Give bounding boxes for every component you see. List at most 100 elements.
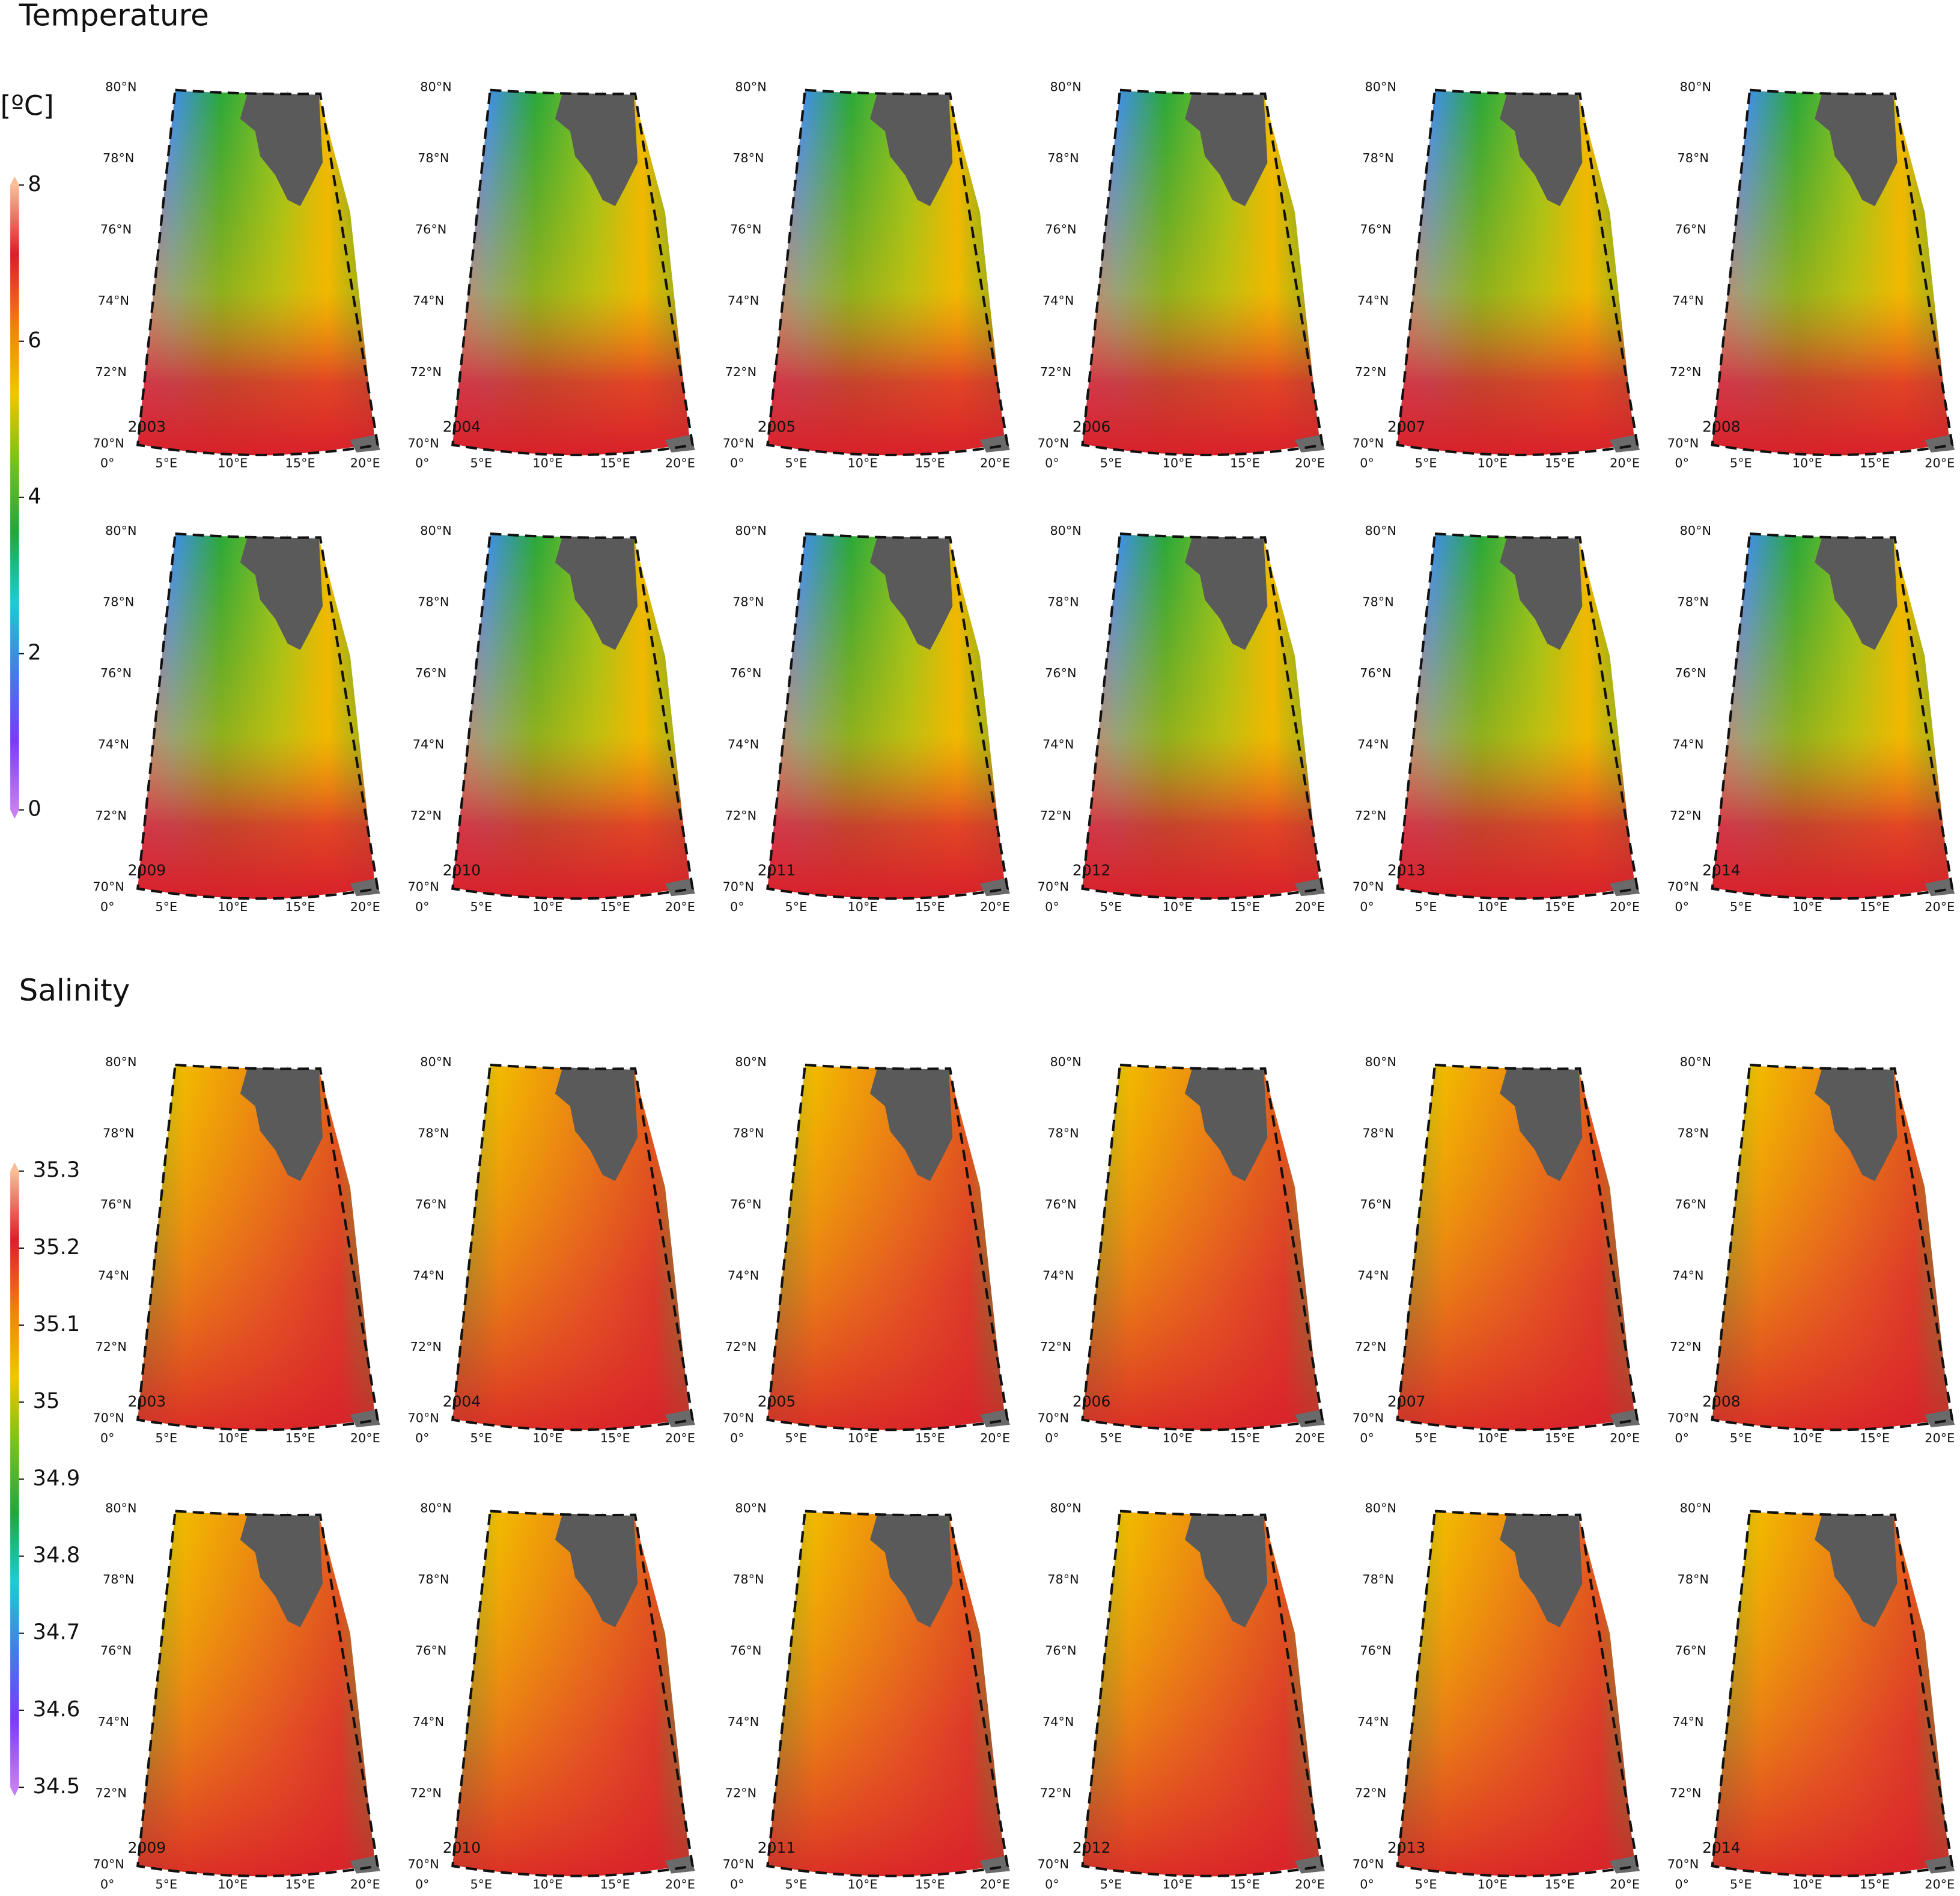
frame (1081, 1510, 1324, 1877)
lon-label: 0° (1675, 1877, 1689, 1891)
lat-label: 80°N (1365, 523, 1396, 538)
lon-label: 5°E (1415, 1431, 1437, 1445)
land (240, 536, 323, 650)
field-overlay (1082, 91, 1320, 456)
lon-label: 10°E (1792, 1877, 1822, 1891)
map-panel: 70°N 72°N 74°N 76°N 78°N 80°N 0° 5°E 10°E 15°E 20°… (723, 1501, 1010, 1891)
lat-label: 78°N (418, 1572, 449, 1587)
land (1925, 434, 1955, 453)
year-label: 2010 (443, 862, 481, 879)
lon-label: 15°E (1230, 1877, 1260, 1891)
land (1925, 1856, 1955, 1874)
land (665, 879, 695, 897)
year-label: 2011 (758, 1839, 796, 1856)
lon-label: 5°E (1415, 456, 1437, 471)
lat-label: 70°N (1353, 1857, 1384, 1871)
colorbar-tick-label: 34.8 (33, 1543, 81, 1568)
colorbar-tick-label: 35 (33, 1389, 60, 1413)
lon-label: 15°E (1860, 456, 1890, 471)
lat-label: 80°N (1365, 1501, 1396, 1515)
colorbar-tick-label: 35.2 (33, 1235, 81, 1260)
colorbar-tick-label: 35.1 (33, 1312, 81, 1337)
land (240, 1513, 323, 1627)
lat-label: 70°N (1667, 880, 1699, 894)
colorbar-tick-label: 35.3 (33, 1158, 81, 1183)
lat-label: 80°N (1050, 1055, 1081, 1069)
lat-label: 80°N (1680, 523, 1711, 538)
lat-label: 76°N (730, 1643, 761, 1657)
lon-label: 20°E (1610, 900, 1640, 914)
lat-label: 72°N (1670, 365, 1701, 379)
lon-label: 0° (730, 1877, 744, 1891)
lat-label: 70°N (723, 1857, 754, 1871)
lat-label: 70°N (1038, 880, 1069, 894)
lon-label: 0° (730, 456, 744, 471)
lon-label: 10°E (532, 1431, 562, 1445)
lon-label: 15°E (600, 900, 630, 914)
lat-label: 76°N (100, 666, 132, 680)
lat-label: 78°N (1362, 1572, 1393, 1587)
lat-label: 76°N (1675, 666, 1706, 680)
lat-label: 72°N (725, 365, 756, 379)
section-title: Temperature (19, 0, 209, 33)
land (1610, 1856, 1640, 1874)
lon-label: 0° (415, 900, 430, 914)
land (869, 536, 953, 650)
land (1815, 536, 1898, 650)
year-label: 2006 (1073, 418, 1110, 435)
lat-label: 78°N (1362, 151, 1393, 165)
lon-label: 10°E (1478, 1877, 1508, 1891)
lat-label: 70°N (93, 436, 124, 450)
lat-label: 80°N (1680, 80, 1711, 94)
lat-label: 70°N (1038, 436, 1069, 450)
lat-label: 80°N (105, 80, 136, 94)
lat-label: 70°N (93, 1411, 124, 1425)
lat-label: 78°N (1047, 1126, 1079, 1140)
lon-label: 15°E (1545, 1431, 1575, 1445)
lon-label: 10°E (218, 1877, 248, 1891)
frame (451, 88, 695, 457)
frame (766, 1510, 1009, 1877)
lat-label: 74°N (728, 1715, 759, 1729)
frame (1396, 88, 1639, 457)
year-label: 2005 (758, 418, 796, 435)
lat-label: 74°N (98, 1268, 129, 1282)
frame (1711, 88, 1954, 457)
lon-label: 20°E (980, 900, 1010, 914)
colorbar-tick-label: 34.7 (33, 1620, 81, 1645)
lat-label: 74°N (413, 1268, 444, 1282)
lon-label: 20°E (1925, 1877, 1955, 1891)
field-overlay (1082, 1066, 1320, 1430)
field-overlay (1397, 535, 1635, 899)
land (555, 1067, 638, 1181)
lat-label: 78°N (1047, 151, 1079, 165)
year-label: 2009 (128, 1839, 166, 1856)
map-panel: 70°N 72°N 74°N 76°N 78°N 80°N 0° 5°E 10°E 15°E 20°… (93, 523, 380, 914)
lat-label: 80°N (735, 80, 766, 94)
land (869, 92, 953, 207)
land (1295, 879, 1325, 897)
lat-label: 76°N (1360, 1643, 1391, 1657)
land (1500, 1513, 1583, 1627)
lon-label: 15°E (915, 1877, 945, 1891)
lat-label: 78°N (418, 1126, 449, 1140)
lon-label: 10°E (218, 456, 248, 471)
lon-label: 15°E (285, 456, 315, 471)
lat-label: 74°N (728, 737, 759, 752)
lon-label: 5°E (785, 456, 808, 471)
frame (1081, 532, 1324, 900)
lon-label: 20°E (1610, 456, 1640, 471)
lon-label: 5°E (785, 1877, 808, 1891)
lat-label: 74°N (1357, 737, 1389, 752)
frame (451, 532, 695, 900)
lat-label: 72°N (1355, 365, 1386, 379)
lat-label: 80°N (420, 80, 451, 94)
colorbar (10, 184, 19, 810)
lon-label: 5°E (785, 900, 808, 914)
lat-label: 74°N (413, 1715, 444, 1729)
land (1185, 1513, 1268, 1627)
lon-label: 15°E (1545, 456, 1575, 471)
lat-label: 72°N (725, 808, 756, 823)
year-label: 2014 (1702, 862, 1740, 879)
